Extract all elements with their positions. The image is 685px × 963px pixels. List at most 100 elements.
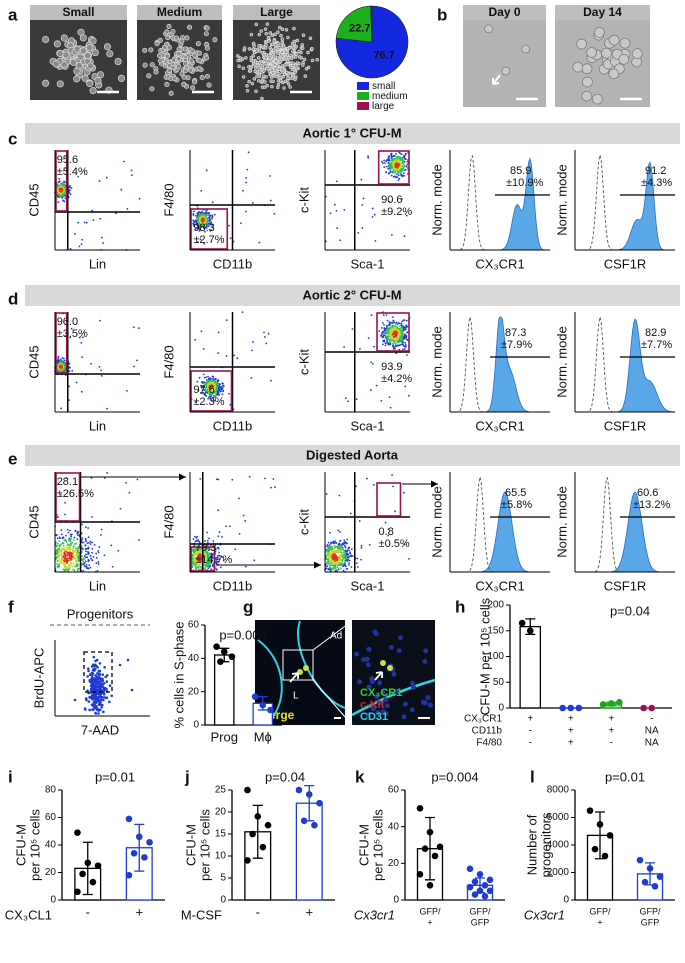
event-dot: [381, 162, 384, 164]
cell: [236, 54, 240, 58]
data-point: [486, 887, 494, 895]
cell: [264, 32, 269, 36]
cell: [188, 58, 195, 64]
event-dot: [385, 165, 388, 168]
cell: [204, 45, 210, 51]
event-dot: [58, 556, 61, 559]
event-dot: [98, 662, 102, 665]
data-point: [421, 845, 429, 852]
gate-value: 91.2: [645, 165, 666, 177]
event-dot: [205, 209, 208, 212]
event-dot: [77, 534, 79, 536]
x-axis-label: Sca-1: [351, 418, 385, 433]
legend-label: large: [372, 101, 395, 112]
data-point: [640, 704, 647, 712]
event-dot: [218, 531, 221, 534]
event-dot: [361, 227, 364, 229]
event-dot: [85, 221, 88, 224]
event-dot: [93, 705, 97, 708]
x-axis-label: Cx3cr1: [524, 907, 565, 922]
cell: [255, 63, 260, 68]
event-dot: [68, 192, 71, 194]
event-dot: [81, 356, 84, 359]
event-dot: [203, 242, 206, 245]
row-title: Aortic 2° CFU-M: [302, 287, 401, 302]
event-dot: [333, 562, 336, 565]
data-point: [591, 845, 599, 853]
event-dot: [62, 556, 65, 559]
gate-error: ±10.9%: [506, 177, 543, 189]
event-dot: [384, 521, 387, 524]
panel-label: l: [530, 767, 535, 786]
cell: [274, 59, 278, 64]
event-dot: [73, 543, 76, 546]
event-dot: [57, 201, 60, 204]
event-dot: [89, 543, 92, 545]
p-value: p=0.01: [95, 769, 135, 784]
cell: [176, 51, 182, 57]
event-dot: [402, 169, 405, 172]
nucleus: [409, 707, 415, 713]
event-dot: [403, 164, 406, 167]
event-dot: [77, 175, 80, 178]
event-dot: [370, 361, 373, 364]
event-dot: [118, 663, 122, 667]
nucleus: [420, 699, 426, 705]
header-bar: [137, 5, 222, 20]
table-cell: +: [527, 714, 533, 725]
event-dot: [68, 366, 70, 368]
event-dot: [342, 569, 345, 572]
event-dot: [57, 355, 60, 358]
y-tick-label: 20: [188, 686, 200, 697]
event-dot: [95, 562, 98, 565]
nucleus: [366, 646, 372, 652]
event-dot: [194, 227, 197, 230]
nucleus: [384, 703, 390, 709]
event-dot: [84, 544, 87, 547]
event-dot: [367, 155, 369, 157]
cell: [592, 93, 603, 105]
event-dot: [356, 557, 359, 560]
channel-label: CD31: [360, 711, 388, 723]
event-dot: [348, 564, 350, 566]
cell: [176, 46, 182, 52]
image-header: Large: [260, 5, 293, 19]
event-dot: [100, 534, 102, 536]
event-dot: [222, 389, 225, 392]
y-axis-label: CD45: [26, 505, 41, 538]
x-axis-label: Lin: [89, 256, 106, 271]
event-dot: [333, 546, 336, 549]
panel-label: b: [437, 5, 447, 24]
event-dot: [87, 536, 90, 539]
cell: [608, 68, 620, 80]
event-dot: [401, 348, 404, 351]
event-dot: [72, 539, 75, 541]
cell: [301, 33, 306, 38]
event-dot: [72, 568, 74, 571]
cell: [306, 65, 311, 70]
cell: [288, 65, 293, 69]
event-dot: [336, 566, 339, 569]
cell: [618, 53, 630, 65]
event-dot: [131, 174, 133, 177]
event-dot: [378, 330, 381, 332]
event-dot: [209, 215, 211, 218]
event-dot: [90, 674, 94, 677]
event-dot: [97, 563, 100, 565]
cell: [260, 79, 265, 84]
cell: [259, 29, 263, 33]
cell: [94, 77, 102, 85]
data-point: [486, 876, 494, 884]
cell: [262, 69, 266, 73]
event-dot: [81, 523, 83, 526]
cell: [271, 52, 276, 57]
event-dot: [349, 552, 352, 555]
event-dot: [335, 210, 338, 212]
event-dot: [217, 535, 220, 538]
event-dot: [56, 542, 59, 545]
nucleus: [411, 684, 417, 690]
y-axis-label: Norm. mode: [554, 486, 569, 558]
event-dot: [196, 380, 199, 383]
y-axis-label: BrdU-APC: [31, 648, 46, 709]
data-point: [125, 815, 133, 823]
